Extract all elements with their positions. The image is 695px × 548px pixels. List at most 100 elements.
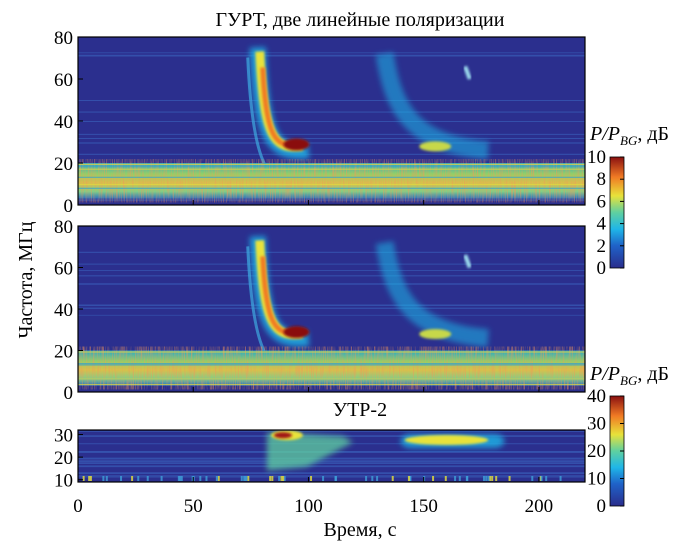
panel-gurt-1: 0 20 40 60 80 [54,28,586,217]
y-tick-label: 20 [54,448,73,469]
burst-peak [273,432,292,439]
noise-speck [247,476,250,481]
x-tick-label: 0 [73,496,83,517]
band-noise [78,350,585,386]
colorbar-label: P/PBG, дБ [589,123,669,148]
noise-speck [322,476,325,481]
echo-spot [463,65,472,80]
y-tick-label: 10 [54,471,73,492]
noise-speck [180,476,183,481]
noise-speck [282,476,285,481]
y-tick-label: 30 [54,426,73,447]
noise-speck [191,476,194,481]
noise-speck [278,476,281,481]
noise-speck [531,476,534,481]
colorbar-scale [609,156,625,269]
noise-speck [310,476,313,481]
noise-speck [407,476,410,481]
noise-speck [283,476,286,481]
noise-speck [88,476,91,481]
y-tick-label: 40 [54,300,73,321]
y-tick-label: 0 [64,383,74,404]
y-tick-label: 20 [54,342,73,363]
noise-speck [489,476,492,481]
noise-speck [131,476,134,481]
noise-speck [458,476,461,481]
colorbar-label: P/PBG, дБ [589,363,669,388]
y-tick-label: 60 [54,70,73,91]
y-tick-label: 20 [54,154,73,175]
noise-speck [559,476,562,481]
noise-speck [409,476,412,481]
noise-speck [146,476,149,481]
y-tick-label: 40 [54,112,73,133]
colorbar-tick-label: 6 [597,191,607,212]
y-tick-label: 80 [54,217,73,238]
y-tick-label: 0 [64,196,74,217]
colorbar-tick-label: 10 [587,147,606,168]
noise-speck [482,476,485,481]
panel3-title: УТР-2 [333,399,387,421]
burst-peak [283,138,310,151]
noise-speck [545,476,548,481]
noise-speck [120,476,123,481]
noise-speck [160,476,163,481]
x-tick-label: 100 [294,496,323,517]
echo-halo [375,241,489,348]
noise-speck [444,476,447,481]
noise-speck [179,476,182,481]
noise-speck [105,476,108,481]
noise-speck [454,476,457,481]
y-tick-label: 80 [54,28,73,49]
colorbar-tick-label: 20 [587,441,606,462]
colorbar-tick-label: 2 [597,236,607,257]
noise-speck [391,476,394,481]
colorbar-tick-label: 40 [587,386,606,407]
plot-area [78,226,585,392]
burst-peak [283,326,310,339]
band-noise [78,163,585,199]
noise-speck [89,476,92,481]
noise-speck [365,476,368,481]
noise-speck [376,476,379,481]
noise-speck [82,476,85,481]
noise-speck [466,476,469,481]
noise-speck [245,476,248,481]
colorbar-tick-label: 0 [597,258,607,279]
echo-core [404,435,489,446]
echo-core [419,329,452,340]
x-axis-label: Время, с [324,519,397,541]
y-tick-label: 60 [54,259,73,280]
noise-speck [335,476,338,481]
colorbar-tick-label: 0 [597,496,607,517]
echo-core [419,141,452,152]
colorbar-tick-label: 4 [597,214,607,235]
y-axis-label: Частота, МГц [15,221,37,338]
noise-speck [271,476,274,481]
noise-speck [205,476,208,481]
x-tick-label: 50 [184,496,203,517]
noise-speck [243,476,246,481]
noise-speck [217,476,220,481]
echo-spot [463,254,472,269]
noise-speck [269,476,272,481]
panel1-title: ГУРТ, две линейные поляризации [216,9,505,31]
plot-frame [77,429,586,483]
noise-speck [280,476,283,481]
plot-area [78,430,585,482]
colorbar-bottom: 0 10 20 30 40P/PBG, дБ [587,363,669,517]
noise-speck [371,476,374,481]
x-tick-label: 200 [525,496,554,517]
noise-speck [487,476,490,481]
x-tick-label: 150 [409,496,438,517]
noise-speck [485,476,488,481]
noise-speck [240,476,243,481]
noise-speck [199,476,202,481]
colorbar-tick-label: 10 [587,469,606,490]
noise-speck [177,476,180,481]
noise-speck [432,476,435,481]
colorbar-tick-label: 30 [587,414,606,435]
